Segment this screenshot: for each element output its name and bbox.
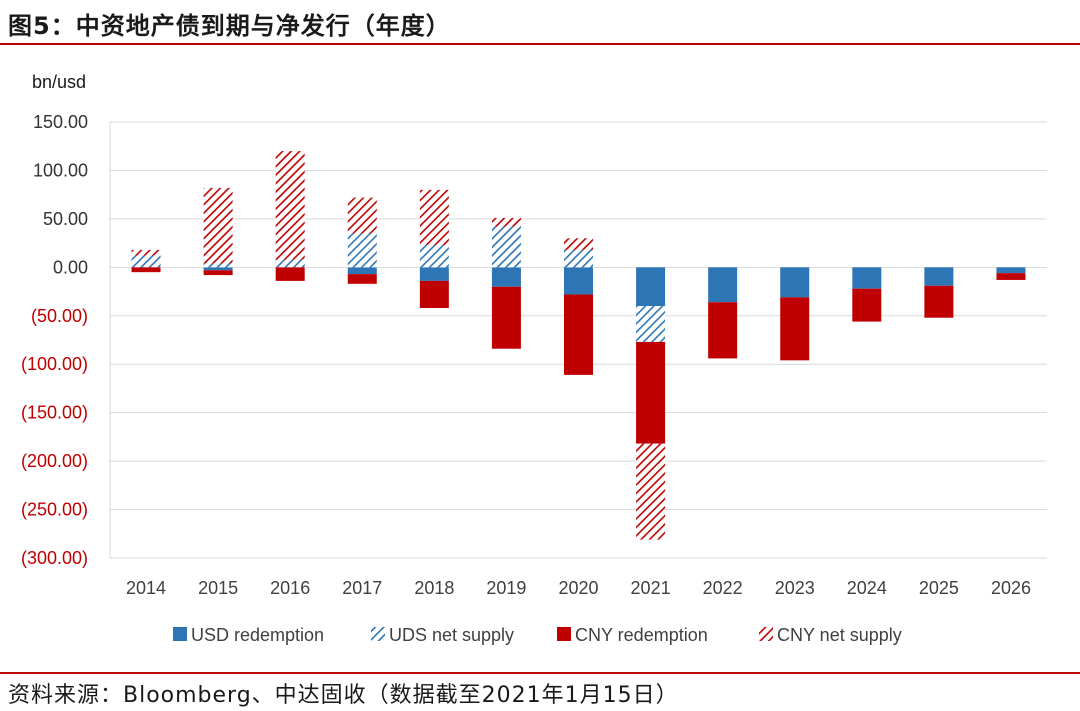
- bar-segment: [203, 263, 233, 268]
- y-tick-label: (250.00): [21, 500, 88, 520]
- bar-segment: [347, 274, 377, 284]
- bar-segment: [275, 259, 305, 268]
- bar-segment: [347, 267, 377, 275]
- bar-segment: [275, 267, 305, 281]
- legend-label: CNY redemption: [575, 625, 708, 645]
- y-tick-label: 150.00: [33, 112, 88, 132]
- legend-swatch: [759, 627, 773, 641]
- x-tick-label: 2025: [919, 578, 959, 598]
- x-tick-label: 2022: [703, 578, 743, 598]
- x-tick-label: 2016: [270, 578, 310, 598]
- bar-segment: [636, 341, 666, 444]
- bar-segment: [852, 267, 882, 289]
- legend-swatch: [557, 627, 571, 641]
- x-tick-label: 2024: [847, 578, 887, 598]
- x-tick-label: 2021: [631, 578, 671, 598]
- x-tick-label: 2014: [126, 578, 166, 598]
- title-divider: [0, 43, 1080, 45]
- bar-segment: [780, 297, 810, 361]
- bar-segment: [491, 286, 521, 349]
- bar-segment: [203, 267, 233, 271]
- y-tick-label: 100.00: [33, 160, 88, 180]
- x-tick-label: 2018: [414, 578, 454, 598]
- bar-segment: [924, 267, 954, 286]
- bar-segment: [564, 238, 593, 250]
- figure-title: 图5：中资地产债到期与净发行（年度）: [8, 12, 451, 40]
- bar-segment: [564, 267, 593, 295]
- source-note: 资料来源：Bloomberg、中达固收（数据截至2021年1月15日）: [8, 683, 679, 708]
- bar-segment: [491, 226, 521, 268]
- bar-segment: [347, 233, 377, 268]
- legend-label: UDS net supply: [389, 625, 514, 645]
- y-tick-label: (50.00): [31, 306, 88, 326]
- source-divider: [0, 672, 1080, 674]
- x-tick-label: 2026: [991, 578, 1031, 598]
- y-tick-label: (100.00): [21, 354, 88, 374]
- y-tick-label: (150.00): [21, 403, 88, 423]
- y-tick-label: 0.00: [53, 257, 88, 277]
- bar-segment: [419, 267, 449, 281]
- bar-segment: [203, 187, 233, 264]
- x-tick-label: 2019: [486, 578, 526, 598]
- bar-segment: [996, 273, 1026, 280]
- y-tick-label: 50.00: [43, 209, 88, 229]
- x-tick-label: 2015: [198, 578, 238, 598]
- bar-segment: [708, 267, 738, 303]
- bar-segment: [708, 302, 738, 359]
- unit-label: bn/usd: [32, 72, 86, 92]
- bar-segment: [636, 306, 666, 342]
- bar-segment: [780, 267, 810, 298]
- y-tick-label: (200.00): [21, 451, 88, 471]
- bar-segment: [852, 288, 882, 322]
- x-tick-label: 2023: [775, 578, 815, 598]
- legend-swatch: [371, 627, 385, 641]
- bar-segment: [203, 270, 233, 276]
- bar-segment: [636, 267, 666, 307]
- bar-segment: [131, 249, 161, 256]
- bar-segment: [564, 294, 593, 375]
- bar-segment: [419, 280, 449, 309]
- bar-segment: [275, 151, 305, 260]
- bar-segment: [636, 443, 666, 540]
- legend-swatch: [173, 627, 187, 641]
- bar-segment: [491, 217, 521, 227]
- bar-segment: [564, 249, 593, 268]
- bar-segment: [491, 267, 521, 287]
- bar-segment: [347, 197, 377, 234]
- bar-segment: [131, 255, 161, 268]
- bar-segment: [131, 267, 161, 273]
- legend-label: USD redemption: [191, 625, 324, 645]
- x-tick-label: 2020: [558, 578, 598, 598]
- legend-label: CNY net supply: [777, 625, 902, 645]
- bar-segment: [419, 189, 449, 246]
- y-tick-label: (300.00): [21, 548, 88, 568]
- bar-segment: [996, 267, 1026, 274]
- bar-segment: [419, 245, 449, 268]
- x-tick-label: 2017: [342, 578, 382, 598]
- bar-segment: [924, 285, 954, 318]
